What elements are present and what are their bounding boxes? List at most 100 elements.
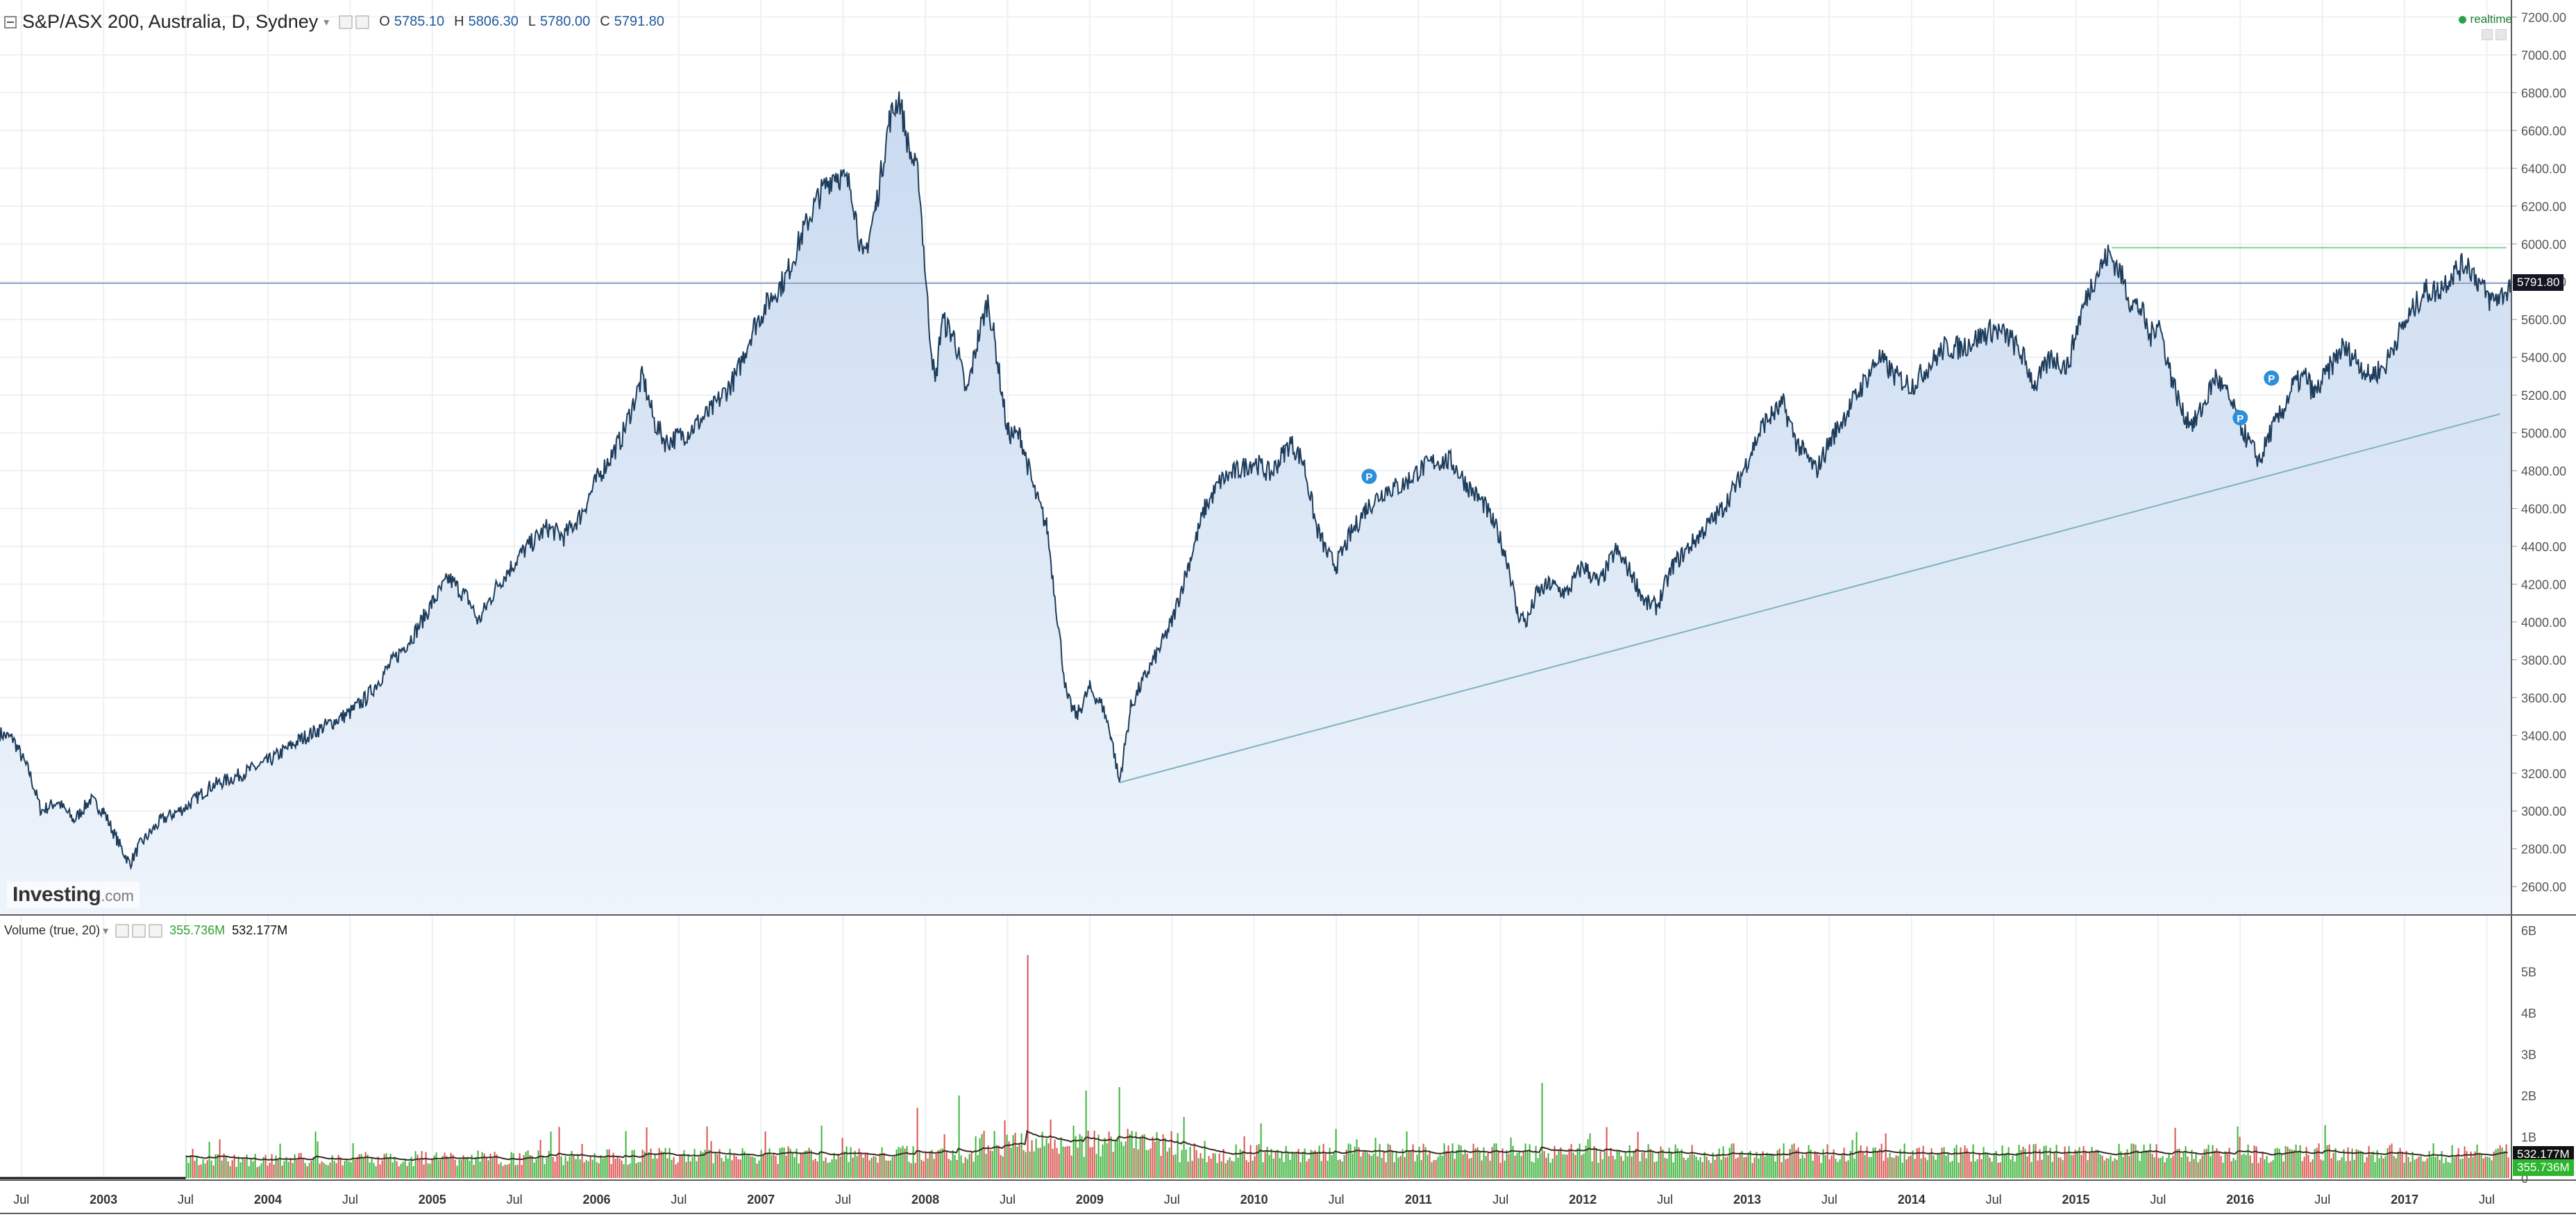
volume-bar [1416, 1154, 1418, 1178]
volume-bar [1581, 1155, 1583, 1178]
volume-bar [806, 1150, 808, 1178]
volume-bar [456, 1166, 458, 1178]
volume-bar [1760, 1154, 1762, 1178]
chevron-down-icon[interactable]: ▾ [103, 925, 109, 937]
volume-bar [1262, 1162, 1264, 1178]
volume-bar [1681, 1149, 1683, 1178]
volume-bar [1360, 1157, 1362, 1178]
volume-bar [1781, 1162, 1783, 1178]
price-tick-label: 6200.00 [2521, 200, 2566, 214]
volume-bar [1518, 1151, 1520, 1178]
volume-bar [1112, 1152, 1114, 1178]
volume-bar [931, 1150, 933, 1178]
price-tick-label: 3200.00 [2521, 767, 2566, 781]
pane-controls[interactable] [2482, 29, 2507, 40]
volume-bar [2022, 1146, 2024, 1178]
volume-bar [1235, 1144, 1237, 1178]
volume-bar [1830, 1155, 1833, 1178]
volume-bar [531, 1155, 533, 1178]
time-tick-label: Jul [835, 1193, 851, 1207]
time-tick-label: 2017 [2391, 1193, 2418, 1207]
volume-bar [1620, 1156, 1622, 1178]
volume-bar [1476, 1147, 1479, 1178]
volume-bar [2461, 1158, 2464, 1178]
volume-bar [419, 1159, 421, 1178]
volume-bar [1693, 1154, 1695, 1178]
close-series-button[interactable] [355, 15, 370, 29]
volume-bar [2026, 1157, 2028, 1178]
volume-bar [1826, 1144, 1828, 1178]
volume-bar [1137, 1149, 1139, 1178]
restore-pane-icon[interactable] [2495, 29, 2507, 40]
volume-title[interactable]: Volume (true, 20) [4, 923, 101, 937]
volume-bar [246, 1154, 248, 1178]
volume-bar [454, 1159, 456, 1178]
volume-bar [2126, 1149, 2128, 1178]
volume-bar [2386, 1147, 2389, 1178]
volume-bar [1864, 1154, 1866, 1178]
volume-bar [943, 1134, 945, 1178]
volume-bar [1289, 1159, 1291, 1178]
event-marker-label: P [1365, 471, 1372, 483]
volume-bar [1724, 1157, 1726, 1178]
volume-bar [2397, 1151, 2399, 1178]
volume-bar [464, 1157, 466, 1178]
volume-bar [718, 1149, 721, 1178]
volume-bar [2020, 1150, 2022, 1178]
price-line[interactable] [0, 91, 2512, 871]
volume-bar [914, 1163, 916, 1178]
volume-bar [1327, 1161, 1329, 1178]
volume-bar [1218, 1153, 1220, 1178]
volume-bar [1924, 1157, 1926, 1178]
volume-hide-button[interactable] [132, 923, 146, 938]
volume-bar [392, 1162, 394, 1178]
volume-bar [439, 1160, 441, 1178]
drawings[interactable] [0, 246, 2511, 784]
volume-bar [1320, 1161, 1322, 1178]
volume-bar [2216, 1148, 2218, 1178]
price-area [0, 91, 2511, 916]
volume-bar [1549, 1162, 1551, 1178]
volume-bar [729, 1148, 731, 1178]
volume-bar [1883, 1161, 1885, 1178]
volume-bar [654, 1154, 656, 1178]
markers[interactable]: P P P [1361, 370, 2280, 485]
volume-bar [2241, 1154, 2243, 1178]
collapse-icon[interactable] [4, 15, 17, 28]
volume-settings-button[interactable] [115, 923, 130, 938]
time-tick-label: 2016 [2226, 1193, 2254, 1207]
volume-bar [1939, 1154, 1941, 1178]
volume-bar [1978, 1152, 1980, 1178]
volume-bar [1656, 1161, 1658, 1178]
volume-bar [1106, 1143, 1108, 1178]
volume-bar [1047, 1143, 1050, 1178]
time-tick-label: 2004 [254, 1193, 282, 1207]
volume-bar [1258, 1144, 1260, 1178]
volume-bar [1962, 1154, 1964, 1178]
volume-bar [800, 1153, 802, 1178]
volume-bar [1160, 1156, 1162, 1178]
volume-bar [1041, 1132, 1043, 1178]
open-value: 5785.10 [394, 14, 445, 29]
volume-bar [2082, 1146, 2085, 1178]
volume-bar [1816, 1153, 1818, 1178]
volume-tick-label: 0 [2521, 1172, 2528, 1186]
volume-bar [2012, 1156, 2014, 1178]
symbol-title[interactable]: S&P/ASX 200, Australia, D, Sydney [22, 11, 319, 32]
maximize-pane-icon[interactable] [2482, 29, 2493, 40]
volume-bar [525, 1152, 527, 1178]
volume-bar [708, 1150, 710, 1178]
volume-bar [698, 1157, 700, 1178]
volume-bar [893, 1156, 895, 1178]
volume-bar [1718, 1148, 1720, 1178]
volume-bar [1554, 1145, 1556, 1178]
settings-button[interactable] [339, 15, 353, 29]
volume-bar [877, 1163, 879, 1178]
chevron-down-icon[interactable]: ▾ [323, 16, 330, 28]
volume-bar [2399, 1147, 2401, 1178]
volume-bar [862, 1157, 864, 1178]
volume-bar [1995, 1150, 1997, 1178]
volume-bar [2359, 1150, 2362, 1178]
volume-close-button[interactable] [149, 923, 163, 938]
